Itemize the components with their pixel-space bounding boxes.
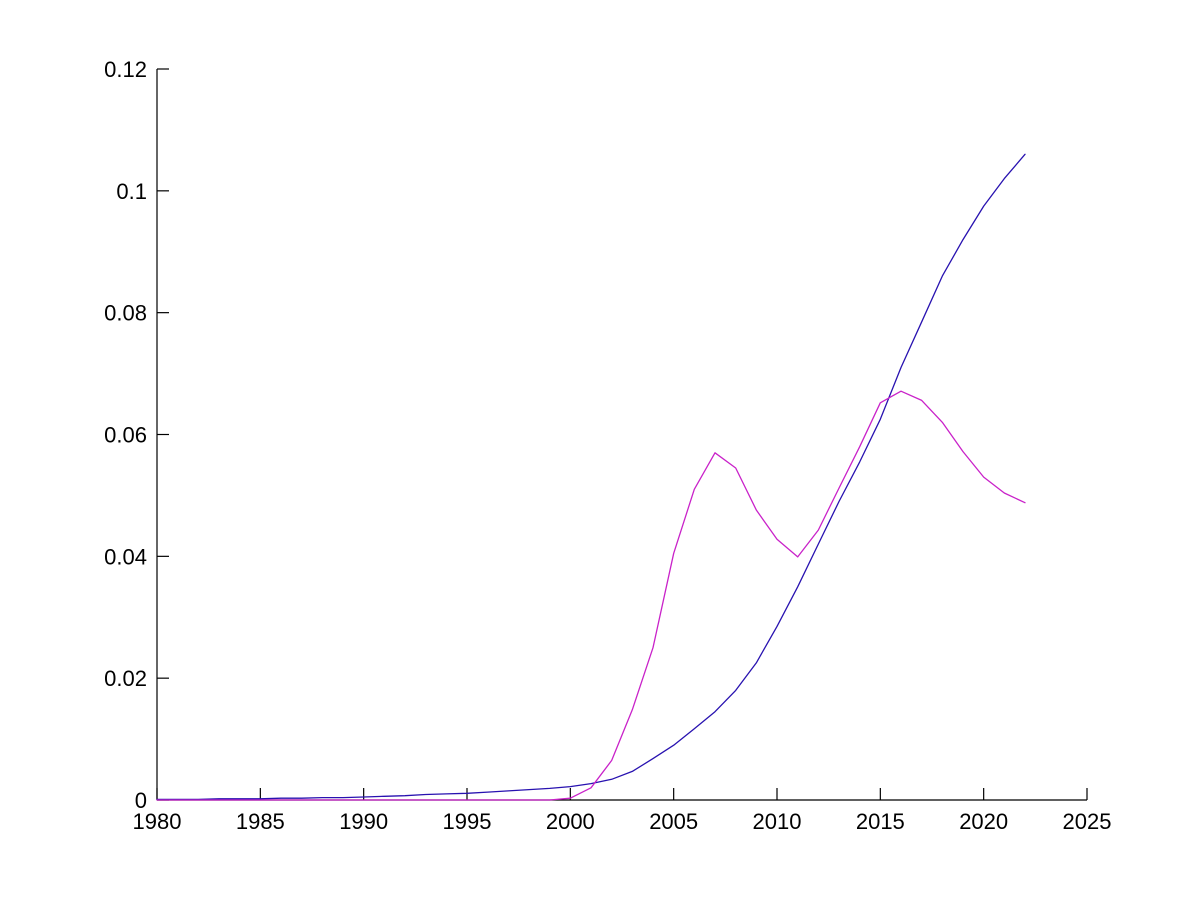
y-tick-label: 0.02 [104, 666, 147, 691]
x-tick-label: 2010 [753, 809, 802, 834]
y-tick-label: 0 [135, 788, 147, 813]
x-tick-label: 1985 [236, 809, 285, 834]
x-tick-label: 1980 [133, 809, 182, 834]
x-tick-label: 2000 [546, 809, 595, 834]
x-tick-label: 2005 [649, 809, 698, 834]
y-tick-label: 0.12 [104, 57, 147, 82]
magenta-curve [156, 390, 1026, 801]
x-tick-label: 2015 [856, 809, 905, 834]
y-tick-label: 0.06 [104, 423, 147, 448]
y-tick-label: 0.1 [116, 179, 147, 204]
x-tick-label: 1995 [443, 809, 492, 834]
y-tick-label: 0.04 [104, 544, 147, 569]
x-tick-label: 1990 [339, 809, 388, 834]
y-tick-label: 0.08 [104, 301, 147, 326]
blue-curve [156, 153, 1026, 801]
x-tick-label: 2020 [959, 809, 1008, 834]
x-tick-label: 2025 [1063, 809, 1112, 834]
